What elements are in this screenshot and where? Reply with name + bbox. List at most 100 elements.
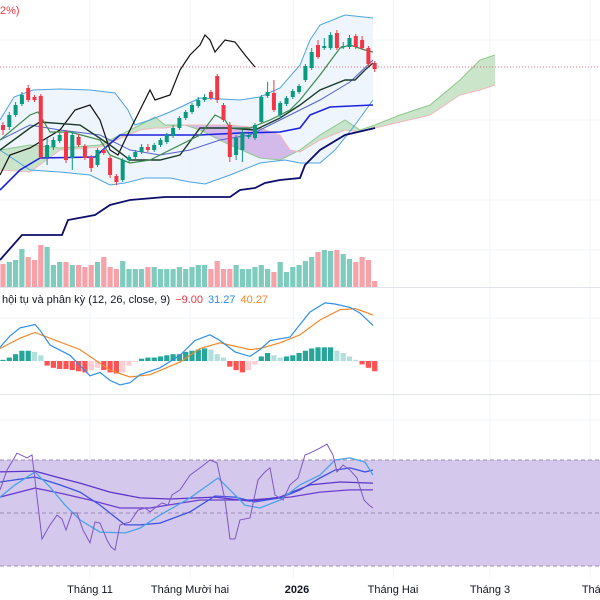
macd-histogram-bar xyxy=(258,356,264,361)
macd-histogram-bar xyxy=(57,361,63,369)
volume-bar xyxy=(227,269,233,287)
volume-pane xyxy=(0,245,378,287)
cloud-segment-bearish xyxy=(280,135,290,160)
candle-body xyxy=(297,86,302,92)
candle-body xyxy=(13,105,18,115)
macd-histogram-bar xyxy=(44,361,50,366)
rsi-pane[interactable] xyxy=(0,443,600,567)
candle-down xyxy=(101,148,106,155)
candle-down xyxy=(89,155,94,172)
candle-body xyxy=(57,135,62,141)
volume-bar xyxy=(57,262,63,287)
volume-bar xyxy=(208,269,214,287)
macd-histogram-value: −9.00 xyxy=(175,294,203,306)
x-axis-label: Tháng Mười hai xyxy=(150,584,230,596)
macd-histogram-bar xyxy=(176,354,182,361)
candle-up xyxy=(290,89,295,99)
volume-bar xyxy=(88,265,94,287)
macd-histogram-bar xyxy=(88,361,94,371)
volume-bar xyxy=(120,261,126,287)
candle-down xyxy=(76,134,81,147)
candle-body xyxy=(95,150,100,165)
candle-up xyxy=(139,144,144,154)
candle-up xyxy=(246,133,251,139)
candle-body xyxy=(265,92,270,96)
rsi-ma1-line xyxy=(0,457,374,534)
macd-line xyxy=(0,302,374,386)
candle-body xyxy=(328,35,333,48)
candle-down xyxy=(1,122,5,135)
candle-body xyxy=(290,91,295,97)
candle-body xyxy=(70,135,75,158)
volume-bar xyxy=(164,269,170,287)
macd-histogram-bar xyxy=(170,354,176,361)
candle-body xyxy=(101,150,106,153)
cloud-segment-bullish xyxy=(320,120,345,140)
volume-bar xyxy=(346,259,353,287)
candle-down xyxy=(372,61,377,72)
rsi-line xyxy=(0,443,374,552)
macd-histogram-bar xyxy=(214,354,220,361)
macd-legend[interactable]: hội tụ và phân kỳ (12, 26, close, 9) −9.0… xyxy=(2,294,273,306)
macd-histogram-bar xyxy=(50,361,56,368)
candle-body xyxy=(372,63,377,69)
bollinger-lower-line xyxy=(0,99,374,186)
x-axis-label: Tháng 3 xyxy=(469,584,511,596)
candle-up xyxy=(297,84,302,94)
macd-histogram-bar xyxy=(94,361,101,368)
volume-bar xyxy=(50,265,56,287)
macd-pane[interactable] xyxy=(0,302,378,386)
volume-bar xyxy=(258,265,264,287)
macd-histogram-bar xyxy=(372,361,378,372)
candle-down xyxy=(366,46,371,66)
macd-histogram-bar xyxy=(195,349,201,361)
macd-histogram-bar xyxy=(283,356,290,361)
candle-down xyxy=(114,174,119,185)
price-pane[interactable] xyxy=(0,14,600,261)
volume-bar xyxy=(189,267,195,287)
candle-body xyxy=(139,147,144,152)
volume-bar xyxy=(315,252,321,287)
volume-bar xyxy=(321,250,327,287)
candle-body xyxy=(221,105,226,120)
volume-bar xyxy=(151,267,157,287)
volume-bar xyxy=(309,257,315,287)
candle-body xyxy=(158,140,163,145)
candle-body xyxy=(253,125,257,138)
candle-body xyxy=(227,125,232,157)
macd-histogram-bar xyxy=(189,350,195,361)
candle-body xyxy=(114,176,119,182)
macd-histogram-bar xyxy=(139,358,145,361)
volume-bar xyxy=(372,281,378,287)
price-legend-fragment: 2%) xyxy=(0,5,20,17)
macd-histogram-bar xyxy=(346,356,353,361)
candle-down xyxy=(145,144,150,152)
candle-up xyxy=(7,112,12,130)
macd-histogram-bar xyxy=(126,361,132,366)
macd-histogram-bar xyxy=(302,350,308,361)
volume-bar xyxy=(19,249,25,287)
volume-bar xyxy=(113,269,119,287)
macd-histogram-bar xyxy=(252,361,258,365)
candle-body xyxy=(190,105,194,112)
candle-body xyxy=(208,92,213,98)
candle-up xyxy=(234,135,239,160)
lagging-span-line xyxy=(0,33,256,176)
volume-bar xyxy=(63,262,69,287)
candle-body xyxy=(341,46,346,47)
macd-histogram-bar xyxy=(340,353,346,361)
candle-body xyxy=(284,98,289,104)
cloud-segment-bullish xyxy=(460,60,480,95)
volume-bar xyxy=(334,250,340,287)
candle-up xyxy=(253,123,257,140)
candle-body xyxy=(76,137,81,145)
macd-histogram-bar xyxy=(6,357,12,361)
macd-histogram-bar xyxy=(227,361,233,367)
volume-bar xyxy=(145,267,151,287)
candle-body xyxy=(366,48,371,64)
candle-body xyxy=(303,66,308,80)
volume-bar xyxy=(271,272,277,287)
volume-bar xyxy=(252,267,258,287)
candle-body xyxy=(278,103,283,115)
